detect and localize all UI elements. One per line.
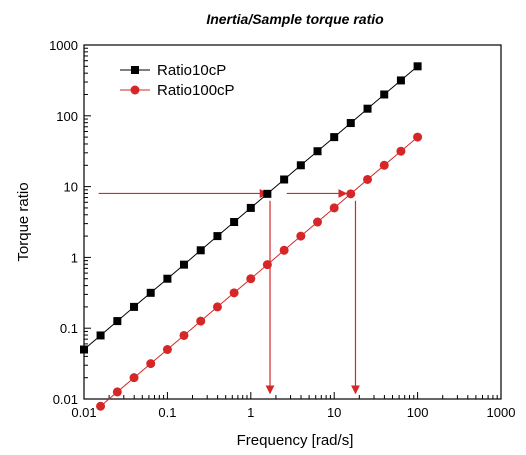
x-axis-label: Frequency [rad/s] (237, 432, 354, 449)
data-point-ratio10cp (313, 147, 322, 156)
y-tick-label: 1 (71, 250, 78, 265)
plot-frame (83, 44, 502, 400)
data-point-ratio10cp (363, 104, 372, 113)
data-point-ratio100cp (396, 146, 406, 156)
data-point-ratio100cp (196, 316, 206, 326)
x-tick-label: 1 (247, 405, 254, 420)
data-point-ratio100cp (179, 330, 189, 340)
data-point-ratio10cp (263, 189, 272, 198)
annotations (98, 188, 360, 395)
data-point-ratio100cp (379, 160, 389, 170)
data-point-ratio10cp (113, 317, 122, 326)
data-point-ratio10cp (330, 133, 339, 142)
legend-label-ratio100cp: Ratio100cP (157, 82, 235, 99)
data-point-ratio10cp (80, 345, 88, 354)
data-point-ratio10cp (280, 175, 289, 184)
x-axis: 0.01 0.1 1 10 100 1000 (71, 392, 515, 420)
data-point-ratio10cp (413, 62, 422, 71)
data-point-ratio100cp (329, 203, 339, 213)
data-point-ratio10cp (163, 274, 172, 283)
data-point-ratio10cp (246, 203, 255, 212)
data-point-ratio100cp (229, 288, 239, 298)
legend-marker-ratio100cp (130, 85, 140, 95)
x-tick-label: 100 (407, 405, 429, 420)
data-point-ratio100cp (313, 217, 323, 227)
data-point-ratio10cp (213, 232, 222, 241)
data-point-ratio100cp (96, 401, 106, 411)
data-point-ratio10cp (230, 218, 239, 227)
data-point-ratio100cp (262, 260, 272, 270)
data-point-ratio10cp (296, 161, 305, 170)
data-point-ratio100cp (296, 231, 306, 241)
legend-marker-ratio10cp (131, 66, 139, 74)
data-point-ratio10cp (346, 119, 355, 128)
data-point-ratio10cp (179, 260, 188, 269)
x-tick-label: 1000 (487, 405, 516, 420)
y-tick-label: 10 (64, 180, 78, 195)
y-axis-label: Torque ratio (15, 182, 32, 261)
y-tick-label: 0.01 (53, 392, 78, 407)
x-tick-label: 0.01 (71, 405, 96, 420)
data-point-ratio100cp (413, 132, 423, 142)
data-point-ratio10cp (380, 90, 389, 99)
data-point-ratio100cp (112, 387, 122, 397)
legend: Ratio10cP Ratio100cP (120, 62, 235, 99)
data-point-ratio10cp (396, 76, 405, 85)
y-tick-label: 0.1 (60, 321, 78, 336)
x-tick-label: 10 (327, 405, 341, 420)
legend-label-ratio10cp: Ratio10cP (157, 62, 226, 79)
y-axis: 0.01 0.1 1 10 100 1000 (49, 38, 91, 407)
data-point-ratio10cp (130, 302, 139, 311)
data-point-ratio100cp (346, 189, 356, 199)
data-point-ratio100cp (279, 245, 289, 255)
chart-title: Inertia/Sample torque ratio (206, 11, 384, 27)
data-point-ratio10cp (146, 288, 155, 297)
data-point-ratio100cp (162, 345, 172, 355)
y-tick-label: 1000 (49, 38, 78, 53)
series-layer (80, 62, 423, 411)
y-tick-label: 100 (56, 109, 78, 124)
data-point-ratio100cp (212, 302, 222, 312)
data-point-ratio100cp (363, 174, 373, 184)
x-tick-label: 0.1 (158, 405, 176, 420)
data-point-ratio10cp (196, 246, 205, 255)
data-point-ratio100cp (246, 274, 256, 284)
data-point-ratio100cp (146, 359, 156, 369)
data-point-ratio100cp (129, 373, 139, 383)
data-point-ratio10cp (96, 331, 105, 340)
